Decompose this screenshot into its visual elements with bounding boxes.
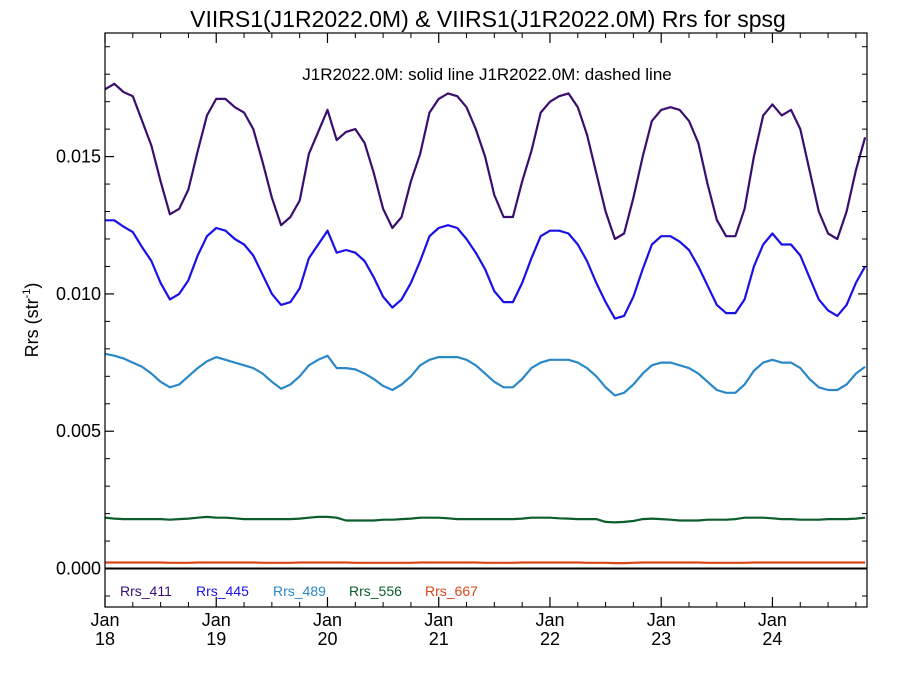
x-tick-label-year: 18 [95,629,115,649]
y-axis-label-superscript: -1 [21,289,33,299]
y-axis-label-main: Rrs (str [22,298,42,357]
x-tick-label-month: Jan [424,610,453,630]
series-line-rrs_667 [105,561,866,565]
x-tick-label-year: 24 [762,629,782,649]
x-tick-label-month: Jan [758,610,787,630]
legend: Rrs_411 Rrs_445 Rrs_489 Rrs_556 Rrs_667 [120,583,478,599]
series-line-rrs_489 [104,352,866,397]
y-tick-label: 0.010 [56,284,101,304]
y-axis-label-close: ) [22,283,42,289]
y-axis-ticks: 0.000 0.005 0.010 0.015 [56,46,867,597]
legend-entry-rrs_556: Rrs_556 [349,583,402,599]
x-tick-label-year: 22 [540,629,560,649]
x-tick-label-year: 20 [317,629,337,649]
chart-subtitle: J1R2022.0M: solid line J1R2022.0M: dashe… [302,65,672,84]
legend-entry-rrs_445: Rrs_445 [196,583,249,599]
x-tick-label-year: 23 [651,629,671,649]
x-tick-label-month: Jan [313,610,342,630]
x-tick-label-year: 21 [429,629,449,649]
y-axis-label: Rrs (str-1) [21,283,42,358]
series-line-rrs_445 [105,219,867,320]
y-tick-label: 0.000 [56,559,101,579]
y-tick-label: 0.005 [56,421,101,441]
series-line-rrs_411 [104,82,867,241]
x-tick-label-month: Jan [90,610,119,630]
series-line-rrs_556 [104,515,866,524]
legend-entry-rrs_667: Rrs_667 [425,583,478,599]
plot-frame [104,32,868,608]
legend-entry-rrs_489: Rrs_489 [273,583,326,599]
plot-lines [104,82,867,565]
x-tick-label-year: 19 [206,629,226,649]
x-tick-label-month: Jan [535,610,564,630]
y-tick-label: 0.015 [56,147,101,167]
x-tick-label-month: Jan [202,610,231,630]
chart-title: VIIRS1(J1R2022.0M) & VIIRS1(J1R2022.0M) … [190,6,786,32]
x-tick-label-month: Jan [647,610,676,630]
legend-entry-rrs_411: Rrs_411 [120,583,172,599]
